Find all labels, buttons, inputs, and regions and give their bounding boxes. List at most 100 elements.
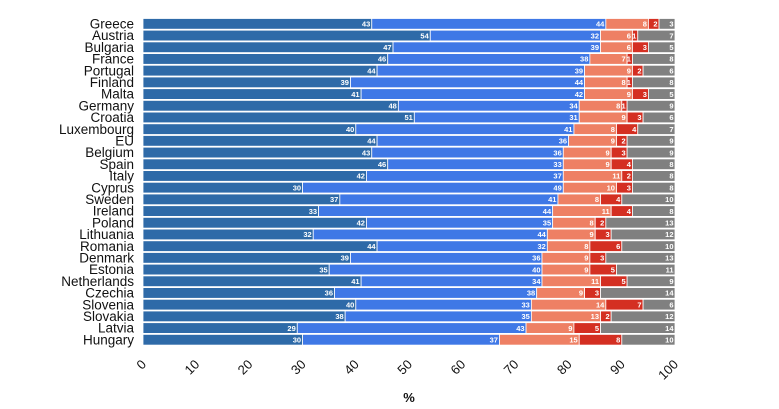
bar-eu-segment-2[interactable] bbox=[376, 135, 569, 147]
bar-slovenia-segment-5[interactable] bbox=[642, 298, 676, 311]
bar-romania-segment-2[interactable] bbox=[376, 240, 548, 252]
bar-austria-segment-5[interactable] bbox=[637, 29, 676, 42]
bar-slovakia-segment-5[interactable] bbox=[610, 310, 676, 323]
bar-portugal-segment-5[interactable] bbox=[642, 64, 676, 77]
bar-portugal-segment-3[interactable] bbox=[584, 64, 633, 77]
bar-belgium-segment-5[interactable] bbox=[626, 146, 676, 159]
bar-luxembourg-segment-2[interactable] bbox=[355, 123, 575, 135]
bar-austria-segment-1[interactable] bbox=[142, 29, 431, 42]
bar-finland-segment-2[interactable] bbox=[350, 76, 585, 89]
bar-luxembourg-segment-5[interactable] bbox=[637, 123, 676, 135]
bar-france-segment-1[interactable] bbox=[142, 53, 389, 65]
bar-latvia-segment-3[interactable] bbox=[525, 322, 575, 334]
bar-eu-segment-5[interactable] bbox=[626, 135, 676, 147]
bar-czechia-segment-2[interactable] bbox=[334, 287, 538, 299]
bar-eu-segment-3[interactable] bbox=[568, 135, 617, 147]
bar-italy-segment-5[interactable] bbox=[632, 170, 676, 182]
bar-cyprus-segment-2[interactable] bbox=[302, 181, 564, 194]
bar-latvia-segment-1[interactable] bbox=[142, 322, 298, 334]
bar-netherlands-segment-2[interactable] bbox=[360, 275, 543, 287]
bar-bulgaria-segment-2[interactable] bbox=[392, 41, 601, 54]
bar-belgium-segment-1[interactable] bbox=[142, 146, 373, 159]
bar-bulgaria-segment-5[interactable] bbox=[648, 41, 676, 54]
bar-romania-segment-1[interactable] bbox=[142, 240, 378, 252]
bar-netherlands-segment-1[interactable] bbox=[142, 275, 362, 287]
bar-croatia-segment-1[interactable] bbox=[142, 111, 415, 124]
bar-estonia-segment-5[interactable] bbox=[616, 263, 676, 276]
bar-poland-segment-5[interactable] bbox=[605, 216, 676, 229]
data-label-italy-segment-1: 42 bbox=[357, 172, 365, 181]
bar-lithuania-segment-5[interactable] bbox=[610, 228, 676, 241]
bar-portugal-segment-1[interactable] bbox=[142, 64, 378, 77]
bar-poland-segment-1[interactable] bbox=[142, 216, 367, 229]
bar-croatia-segment-3[interactable] bbox=[578, 111, 628, 124]
bar-poland-segment-2[interactable] bbox=[366, 216, 554, 229]
data-label-hungary-segment-3: 15 bbox=[569, 335, 577, 344]
bar-romania-segment-5[interactable] bbox=[621, 240, 676, 252]
bar-spain-segment-5[interactable] bbox=[632, 158, 676, 170]
bar-italy-segment-2[interactable] bbox=[366, 170, 564, 182]
bar-finland-segment-1[interactable] bbox=[142, 76, 351, 89]
bar-lithuania-segment-3[interactable] bbox=[546, 228, 596, 241]
bar-spain-segment-2[interactable] bbox=[387, 158, 564, 170]
bar-france-segment-5[interactable] bbox=[632, 53, 676, 65]
bar-luxembourg-segment-1[interactable] bbox=[142, 123, 357, 135]
bar-ireland-segment-5[interactable] bbox=[632, 205, 676, 217]
bar-estonia-segment-2[interactable] bbox=[328, 263, 543, 276]
bar-ireland-segment-2[interactable] bbox=[318, 205, 554, 217]
bar-slovenia-segment-3[interactable] bbox=[530, 298, 607, 311]
bar-greece-segment-2[interactable] bbox=[371, 18, 607, 30]
bar-netherlands-segment-5[interactable] bbox=[626, 275, 676, 287]
bar-sweden-segment-5[interactable] bbox=[621, 193, 676, 206]
bar-malta-segment-2[interactable] bbox=[360, 88, 585, 100]
bar-spain-segment-3[interactable] bbox=[562, 158, 612, 170]
bar-sweden-segment-2[interactable] bbox=[339, 193, 559, 206]
bar-czechia-segment-3[interactable] bbox=[536, 287, 585, 299]
bar-estonia-segment-1[interactable] bbox=[142, 263, 330, 276]
bar-greece-segment-1[interactable] bbox=[142, 18, 373, 30]
bar-hungary-segment-1[interactable] bbox=[142, 333, 304, 346]
bar-germany-segment-1[interactable] bbox=[142, 100, 399, 112]
bar-croatia-segment-5[interactable] bbox=[642, 111, 676, 124]
bar-spain-segment-1[interactable] bbox=[142, 158, 389, 170]
data-label-eu-segment-3: 9 bbox=[611, 137, 615, 146]
bar-austria-segment-2[interactable] bbox=[429, 29, 601, 42]
bar-denmark-segment-2[interactable] bbox=[350, 252, 543, 264]
bar-denmark-segment-5[interactable] bbox=[605, 252, 676, 264]
bar-slovakia-segment-2[interactable] bbox=[344, 310, 532, 323]
bar-greece-segment-5[interactable] bbox=[658, 18, 676, 30]
bar-slovenia-segment-2[interactable] bbox=[355, 298, 532, 311]
bar-eu-segment-1[interactable] bbox=[142, 135, 378, 147]
bar-latvia-segment-2[interactable] bbox=[296, 322, 527, 334]
bar-latvia-segment-5[interactable] bbox=[600, 322, 676, 334]
bar-denmark-segment-3[interactable] bbox=[541, 252, 591, 264]
bar-germany-segment-2[interactable] bbox=[397, 100, 580, 112]
bar-lithuania-segment-2[interactable] bbox=[312, 228, 548, 241]
bar-france-segment-2[interactable] bbox=[387, 53, 591, 65]
bar-portugal-segment-2[interactable] bbox=[376, 64, 585, 77]
bar-ireland-segment-1[interactable] bbox=[142, 205, 319, 217]
bar-hungary-segment-3[interactable] bbox=[499, 333, 580, 346]
bar-croatia-segment-2[interactable] bbox=[413, 111, 580, 124]
bar-bulgaria-segment-1[interactable] bbox=[142, 41, 394, 54]
bar-denmark-segment-1[interactable] bbox=[142, 252, 351, 264]
bar-czechia-segment-5[interactable] bbox=[600, 287, 676, 299]
bar-belgium-segment-2[interactable] bbox=[371, 146, 564, 159]
bar-slovenia-segment-1[interactable] bbox=[142, 298, 357, 311]
bar-finland-segment-5[interactable] bbox=[632, 76, 676, 89]
bar-cyprus-segment-1[interactable] bbox=[142, 181, 304, 194]
bar-germany-segment-5[interactable] bbox=[626, 100, 676, 112]
bar-hungary-segment-2[interactable] bbox=[302, 333, 500, 346]
bar-estonia-segment-3[interactable] bbox=[541, 263, 591, 276]
bar-malta-segment-3[interactable] bbox=[584, 88, 633, 100]
bar-lithuania-segment-1[interactable] bbox=[142, 228, 314, 241]
bar-italy-segment-1[interactable] bbox=[142, 170, 367, 182]
bar-slovakia-segment-1[interactable] bbox=[142, 310, 346, 323]
bar-malta-segment-5[interactable] bbox=[648, 88, 676, 100]
bar-cyprus-segment-5[interactable] bbox=[632, 181, 676, 194]
bar-czechia-segment-1[interactable] bbox=[142, 287, 335, 299]
bar-malta-segment-1[interactable] bbox=[142, 88, 362, 100]
bar-sweden-segment-1[interactable] bbox=[142, 193, 341, 206]
bar-hungary-segment-5[interactable] bbox=[621, 333, 676, 346]
bar-belgium-segment-3[interactable] bbox=[562, 146, 612, 159]
